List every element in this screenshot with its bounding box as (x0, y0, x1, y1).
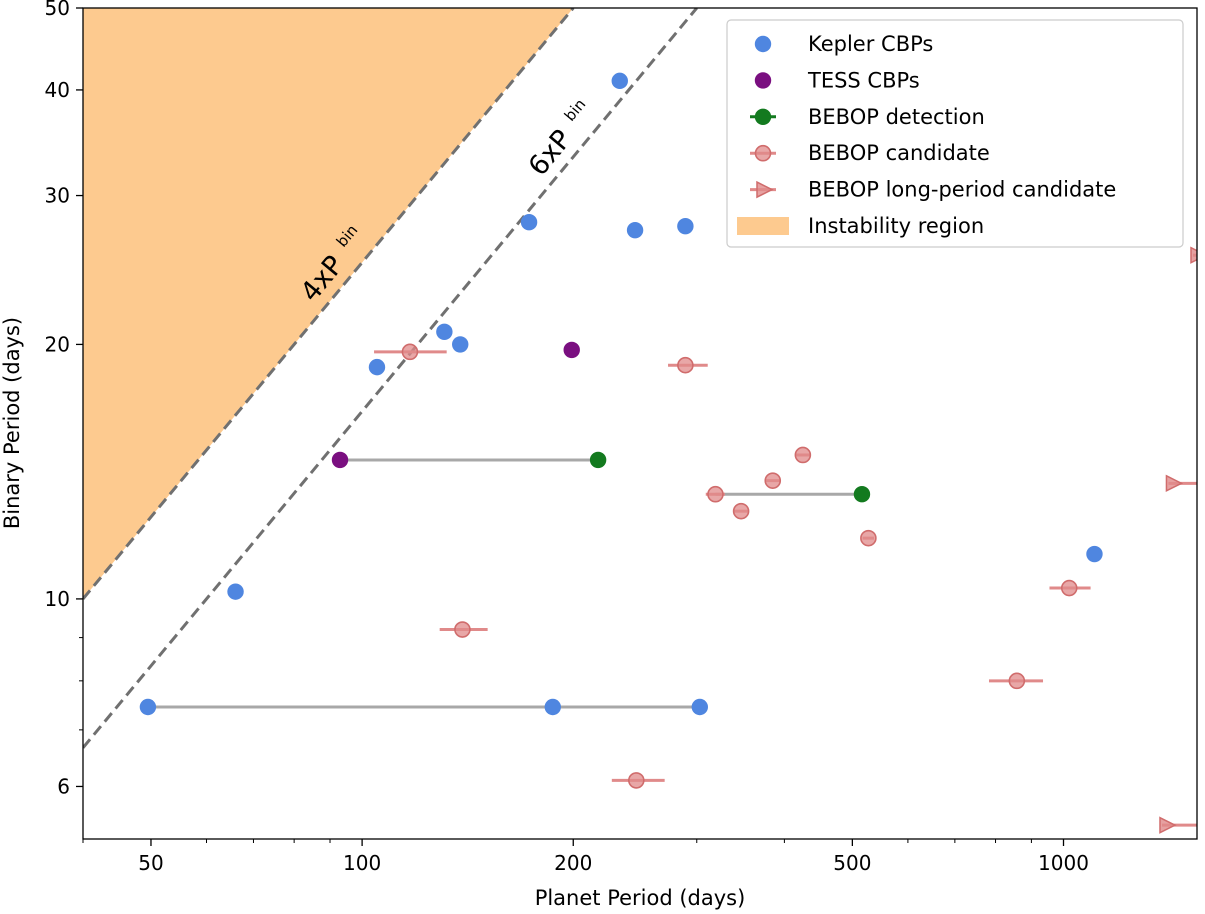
legend-marker (756, 180, 774, 199)
data-point (611, 72, 628, 90)
data-point (853, 486, 871, 503)
data-point (1190, 246, 1197, 264)
plot-area (83, 8, 1197, 834)
legend-label: BEBOP long-period candidate (808, 178, 1116, 202)
data-point (436, 323, 453, 340)
legend-label: TESS CBPs (807, 68, 920, 92)
data-point (589, 451, 607, 469)
boundary-line-6x (83, 8, 698, 749)
data-point (677, 356, 694, 374)
legend-label: BEBOP detection (808, 105, 985, 129)
data-point (331, 451, 349, 469)
boundary-label-6x: 6xP (523, 124, 578, 182)
x-tick-label: 1000 (1038, 851, 1089, 875)
boundary-line-4x (83, 8, 575, 600)
x-tick-label: 500 (833, 851, 871, 875)
data-point (732, 502, 750, 520)
legend-label: Kepler CBPs (808, 32, 933, 56)
legend-marker (754, 144, 772, 162)
data-point (139, 698, 157, 716)
y-tick-label: 20 (45, 332, 70, 356)
legend-patch (737, 217, 789, 235)
data-point (1086, 545, 1103, 563)
data-point (563, 341, 580, 359)
data-point (227, 583, 244, 600)
x-axis-label: Planet Period (days) (535, 886, 746, 910)
data-point (544, 698, 561, 716)
x-tick-label: 100 (343, 851, 381, 875)
data-point (454, 621, 471, 638)
data-point (1159, 816, 1177, 834)
legend-marker (754, 72, 772, 89)
legend-label: BEBOP candidate (808, 141, 990, 165)
plot-frame (82, 7, 1198, 840)
y-axis-label: Binary Period (days) (0, 317, 24, 529)
data-point (368, 358, 386, 376)
data-point (1165, 474, 1184, 493)
data-point (794, 446, 812, 464)
legend-marker (754, 35, 772, 53)
x-tick-label: 200 (554, 851, 592, 875)
y-tick-label: 6 (57, 774, 70, 798)
data-point (677, 217, 694, 235)
boundary-sub-6x: bin (561, 95, 590, 124)
data-point (626, 221, 644, 239)
data-point (860, 529, 877, 547)
x-tick-label: 50 (138, 851, 163, 875)
data-point (764, 472, 782, 489)
legend-box (726, 19, 1184, 248)
data-point (520, 213, 538, 231)
legend-label: Instability region (808, 214, 984, 238)
y-tick-label: 10 (45, 587, 70, 611)
data-point (707, 485, 724, 503)
data-point (1060, 579, 1078, 597)
legend-marker (754, 108, 772, 126)
data-point (691, 698, 708, 716)
legend: Kepler CBPs TESS CBPs BEBOP detection BEBOP… (726, 19, 1184, 248)
data-point (1008, 672, 1026, 690)
y-tick-label: 50 (45, 0, 70, 20)
data-point (452, 336, 469, 353)
data-point (401, 343, 419, 361)
y-tick-label: 40 (45, 78, 70, 102)
data-point (628, 772, 645, 789)
y-tick-label: 30 (45, 184, 70, 208)
